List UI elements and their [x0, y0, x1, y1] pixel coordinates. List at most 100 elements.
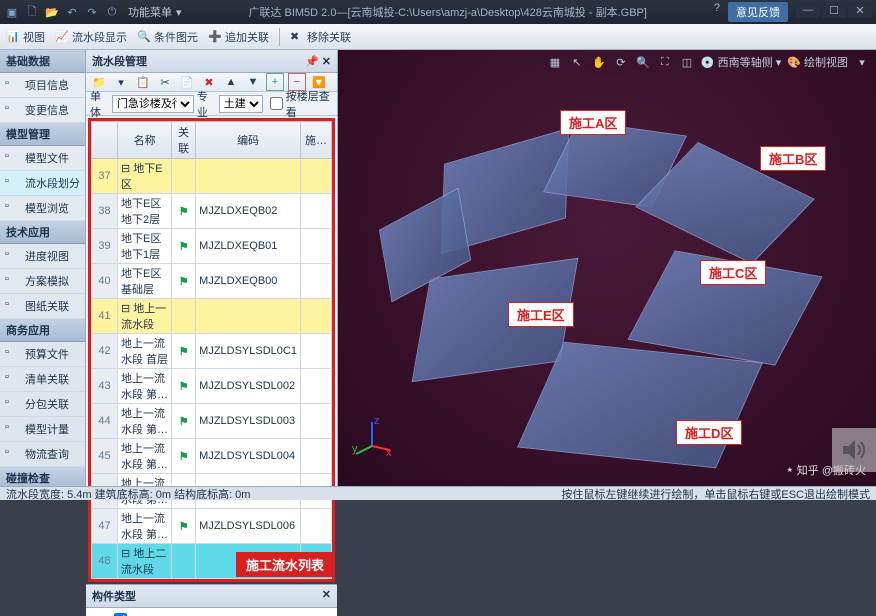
flow-table-wrap: 名称关联编码施…37⊟ 地下E区38地下E区 地下2层⚑MJZLDXEQB023… — [88, 118, 335, 582]
maximize-button[interactable]: ☐ — [822, 2, 846, 18]
mid-panel: 流水段管理 📌 ✕ 📁 ▾ 📋 ✂ 📄 ✖ ▲ ▼ + − 🔽 单体 门急诊楼及… — [86, 50, 338, 486]
table-header: 名称 — [118, 122, 172, 159]
sidebar-item[interactable]: ▫方案模拟 — [0, 269, 85, 294]
sidebar-item[interactable]: ▫分包关联 — [0, 392, 85, 417]
sidebar-item[interactable]: ▫项目信息 — [0, 73, 85, 98]
window-title: 广联达 BIM5D 2.0—[云南城投-C:\Users\amzj-a\Desk… — [182, 4, 714, 20]
table-row[interactable]: 37⊟ 地下E区 — [92, 159, 332, 194]
new-icon[interactable]: 🗋 — [24, 4, 40, 20]
unit-select[interactable]: 门急诊楼及行门 — [112, 95, 194, 113]
ribbon-remove[interactable]: ✖移除关联 — [290, 29, 351, 45]
sidebar-group-header: 基础数据 — [0, 50, 85, 73]
cut-icon[interactable]: ✂ — [156, 73, 174, 91]
panel-title: 流水段管理 📌 ✕ — [86, 50, 337, 73]
dropdown-icon[interactable]: ▾ — [112, 73, 130, 91]
table-header: 编码 — [196, 122, 301, 159]
power-icon[interactable]: ⏻ — [104, 4, 120, 20]
sidebar-item[interactable]: ▫物流查询 — [0, 442, 85, 467]
table-row[interactable]: 38地下E区 地下2层⚑MJZLDXEQB02 — [92, 194, 332, 229]
sidebar: 基础数据▫项目信息▫变更信息模型管理▫模型文件▫流水段划分▫模型浏览技术应用▫进… — [0, 50, 86, 486]
minimize-button[interactable]: — — [796, 2, 820, 18]
component-tree: ▢土建▢墙墙▢洞口洞口过梁▢梁梁圈梁▢板现浇板坡顶▢柱 — [86, 608, 337, 616]
sidebar-group-header: 碰撞检查 — [0, 467, 85, 486]
titlebar: ▣ 🗋 📂 ↶ ↷ ⏻ 功能菜单 ▾ 广联达 BIM5D 2.0—[云南城投-C… — [0, 0, 876, 24]
expand-icon[interactable]: + — [266, 73, 284, 91]
help-icon[interactable]: ? — [714, 2, 720, 22]
floor-checkbox[interactable] — [270, 97, 283, 110]
paste-icon[interactable]: 📄 — [178, 73, 196, 91]
feedback-button[interactable]: 意见反馈 — [728, 2, 788, 22]
panel-pin-icon[interactable]: 📌 ✕ — [305, 55, 331, 68]
table-row[interactable]: 42地上一流水段 首层⚑MJZLDSYLSDL0C1 — [92, 334, 332, 369]
tree-node[interactable]: ▢土建▢墙墙▢洞口洞口过梁▢梁梁圈梁▢板现浇板坡顶▢柱 — [104, 612, 333, 616]
close-button[interactable]: ✕ — [848, 2, 872, 18]
cursor-icon[interactable]: ↖ — [569, 54, 585, 70]
zone-label: 施工E区 — [508, 302, 574, 327]
ribbon-bar: 📊视图 📈流水段显示 🔍条件图元 ➕追加关联 ✖移除关联 — [0, 24, 876, 50]
sidebar-group-header: 商务应用 — [0, 319, 85, 342]
sidebar-item[interactable]: ▫清单关联 — [0, 367, 85, 392]
zone-label: 施工A区 — [560, 110, 626, 135]
spec-select[interactable]: 土建 — [219, 95, 263, 113]
menu-label[interactable]: 功能菜单 — [128, 4, 172, 20]
table-row[interactable]: 41⊟ 地上一流水段 — [92, 299, 332, 334]
open-icon[interactable]: 📂 — [44, 4, 60, 20]
svg-text:x: x — [386, 447, 392, 456]
3d-viewport[interactable]: 施工A区施工B区施工C区施工E区施工D区 z x y ⭑知乎 @搬砖火 — [338, 50, 876, 486]
zone-label: 施工D区 — [676, 420, 742, 445]
up-icon[interactable]: ▲ — [222, 73, 240, 91]
fit-icon[interactable]: ⛶ — [657, 54, 673, 70]
zoom-icon[interactable]: 🔍 — [635, 54, 651, 70]
rotate-icon[interactable]: ⟳ — [613, 54, 629, 70]
sidebar-group-header: 模型管理 — [0, 123, 85, 146]
render-button[interactable]: 🎨 绘制视图 — [787, 54, 848, 70]
tree-title: 构件类型✕ — [86, 584, 337, 608]
speaker-icon — [832, 428, 876, 472]
hand-icon[interactable]: ✋ — [591, 54, 607, 70]
table-callout: 施工流水列表 — [236, 552, 334, 577]
flow-table: 名称关联编码施…37⊟ 地下E区38地下E区 地下2层⚑MJZLDXEQB023… — [91, 121, 332, 579]
sidebar-item[interactable]: ▫模型浏览 — [0, 196, 85, 221]
view-menu[interactable]: 💿 西南等轴侧 ▾ — [701, 54, 781, 70]
ribbon-view[interactable]: 📊视图 — [6, 29, 45, 45]
table-row[interactable]: 44地上一流水段 第…⚑MJZLDSYLSDL003 — [92, 404, 332, 439]
ribbon-cond[interactable]: 🔍条件图元 — [137, 29, 198, 45]
sidebar-item[interactable]: ▫图纸关联 — [0, 294, 85, 319]
status-right: 按住鼠标左键继续进行绘制，单击鼠标右键或ESC退出绘制模式 — [561, 486, 870, 502]
sidebar-item[interactable]: ▫模型文件 — [0, 146, 85, 171]
sidebar-item[interactable]: ▫模型计量 — [0, 417, 85, 442]
copy-icon[interactable]: 📋 — [134, 73, 152, 91]
grid-icon[interactable]: ▦ — [547, 54, 563, 70]
table-row[interactable]: 39地下E区 地下1层⚑MJZLDXEQB01 — [92, 229, 332, 264]
axis-gizmo: z x y — [352, 416, 392, 456]
table-row[interactable]: 47地上一流水段 第…⚑MJZLDSYLSDL006 — [92, 509, 332, 544]
table-header — [92, 122, 118, 159]
svg-text:y: y — [352, 443, 358, 455]
view-toolbar: ▦ ↖ ✋ ⟳ 🔍 ⛶ ◫ 💿 西南等轴侧 ▾ 🎨 绘制视图 ▾ — [547, 52, 870, 72]
table-row[interactable]: 43地上一流水段 第…⚑MJZLDSYLSDL002 — [92, 369, 332, 404]
table-row[interactable]: 40地下E区 基础层⚑MJZLDXEQB00 — [92, 264, 332, 299]
table-row[interactable]: 45地上一流水段 第…⚑MJZLDSYLSDL004 — [92, 439, 332, 474]
sidebar-item[interactable]: ▫变更信息 — [0, 98, 85, 123]
zone-label: 施工C区 — [700, 260, 766, 285]
svg-text:z: z — [374, 416, 380, 427]
ribbon-flow[interactable]: 📈流水段显示 — [55, 29, 127, 45]
cube-icon[interactable]: ◫ — [679, 54, 695, 70]
sidebar-item[interactable]: ▫预算文件 — [0, 342, 85, 367]
ribbon-add[interactable]: ➕追加关联 — [208, 29, 269, 45]
redo-icon[interactable]: ↷ — [84, 4, 100, 20]
sidebar-item[interactable]: ▫流水段划分 — [0, 171, 85, 196]
sidebar-group-header: 技术应用 — [0, 221, 85, 244]
tree-close-icon[interactable]: ✕ — [322, 588, 331, 604]
zone-label: 施工B区 — [760, 146, 826, 171]
panel-filter: 单体 门急诊楼及行门 专业 土建 按楼层查看 — [86, 92, 337, 116]
down-icon[interactable]: ▼ — [244, 73, 262, 91]
settings-icon[interactable]: ▾ — [854, 54, 870, 70]
sidebar-item[interactable]: ▫进度视图 — [0, 244, 85, 269]
status-bar: 流水段宽度: 5.4m 建筑底标高: 0m 结构底标高: 0m 按住鼠标左键继续… — [0, 486, 876, 500]
app-icon: ▣ — [4, 4, 20, 20]
table-header: 关联 — [172, 122, 196, 159]
status-left: 流水段宽度: 5.4m 建筑底标高: 0m 结构底标高: 0m — [6, 486, 250, 502]
undo-icon[interactable]: ↶ — [64, 4, 80, 20]
table-header: 施… — [300, 122, 331, 159]
